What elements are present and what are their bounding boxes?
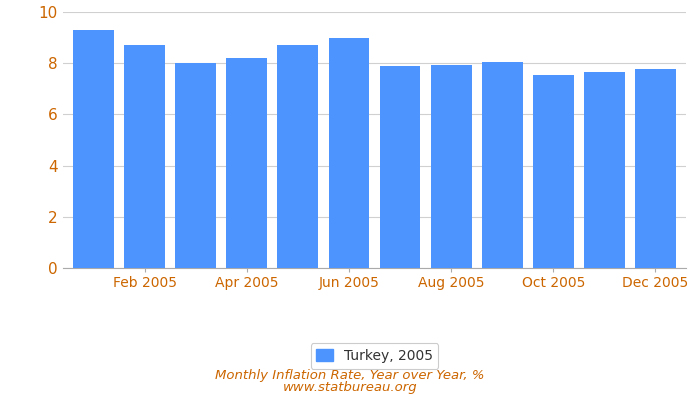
Bar <box>533 75 574 268</box>
Text: Monthly Inflation Rate, Year over Year, %: Monthly Inflation Rate, Year over Year, … <box>216 370 484 382</box>
Bar <box>125 45 165 268</box>
Bar <box>226 58 267 268</box>
Legend: Turkey, 2005: Turkey, 2005 <box>311 344 438 368</box>
Bar <box>175 63 216 268</box>
Bar <box>74 30 114 268</box>
Bar <box>584 72 624 268</box>
Bar <box>277 45 318 268</box>
Bar <box>379 66 421 268</box>
Bar <box>635 69 675 268</box>
Text: www.statbureau.org: www.statbureau.org <box>283 382 417 394</box>
Bar <box>430 65 472 268</box>
Bar <box>482 62 523 268</box>
Bar <box>328 38 370 268</box>
